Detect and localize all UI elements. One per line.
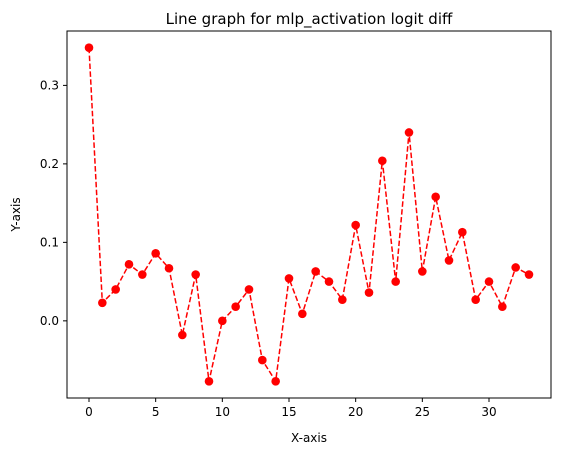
data-point <box>204 376 214 386</box>
x-tick-label: 20 <box>348 405 363 419</box>
data-point <box>191 270 200 279</box>
data-point <box>324 277 334 286</box>
y-tick-label: 0.2 <box>40 157 59 171</box>
data-point <box>284 274 294 283</box>
data-point <box>218 316 227 326</box>
data-point <box>391 277 400 286</box>
data-point <box>138 270 147 279</box>
data-point <box>111 285 120 294</box>
data-point <box>351 220 360 230</box>
x-tick-label: 0 <box>85 405 93 419</box>
data-point <box>511 263 520 272</box>
data-point <box>338 295 347 304</box>
data-point <box>124 260 134 269</box>
data-point <box>298 309 307 319</box>
data-point <box>271 376 280 386</box>
data-point <box>524 270 534 279</box>
data-point <box>498 302 507 312</box>
plot-frame <box>66 30 552 399</box>
plot-area <box>84 43 534 386</box>
data-point <box>151 249 160 258</box>
data-point <box>484 277 494 286</box>
data-point <box>444 256 454 265</box>
data-point <box>311 267 320 276</box>
x-axis-ticks: 0 5 10 15 20 25 30 <box>85 398 497 419</box>
data-point <box>404 128 414 137</box>
data-point <box>231 302 240 312</box>
data-point <box>431 192 440 202</box>
x-tick-label: 25 <box>415 405 430 419</box>
data-point <box>378 156 387 166</box>
data-point <box>471 295 480 304</box>
y-axis-ticks: 0.0 0.1 0.2 0.3 <box>40 78 67 328</box>
x-axis-label: X-axis <box>291 431 327 445</box>
data-point <box>364 288 374 297</box>
y-tick-label: 0.3 <box>40 78 59 92</box>
data-point <box>244 285 254 294</box>
x-tick-label: 5 <box>152 405 160 419</box>
x-tick-label: 30 <box>481 405 496 419</box>
data-point <box>178 330 187 340</box>
x-tick-label: 10 <box>215 405 230 419</box>
data-point <box>418 267 427 276</box>
series-line <box>88 47 530 384</box>
data-point <box>84 43 94 53</box>
data-point <box>98 298 107 308</box>
data-point <box>458 227 467 237</box>
y-tick-label: 0.1 <box>40 235 59 249</box>
data-point <box>164 263 174 273</box>
y-tick-label: 0.0 <box>40 314 59 328</box>
chart-title: Line graph for mlp_activation logit diff <box>166 10 453 29</box>
x-tick-label: 15 <box>281 405 296 419</box>
data-point <box>258 355 267 365</box>
y-axis-label: Y-axis <box>9 197 23 232</box>
